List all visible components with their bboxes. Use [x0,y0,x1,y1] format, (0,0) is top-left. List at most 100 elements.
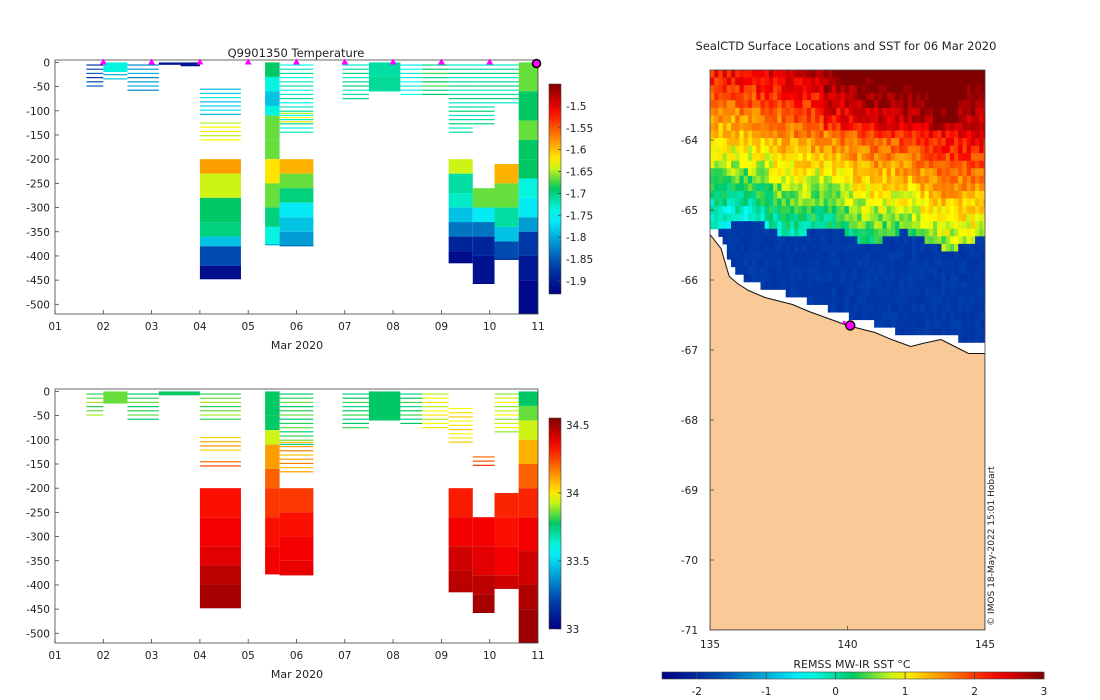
sst-cell [798,190,804,200]
sst-cell [890,198,896,207]
sst-cell [966,311,972,321]
y-tick-label: -150 [26,130,50,142]
sst-cell [932,311,938,321]
sst-cell [810,289,816,298]
sst-cell [903,274,909,283]
sst-cell [924,107,930,116]
sst-cell [731,251,736,260]
sst-cell [714,92,720,101]
sst-cell [844,221,850,230]
sst-cell [794,145,799,154]
sst-cell [975,228,980,237]
sst-cell [899,221,905,230]
sst-cell [844,259,850,268]
colorbar-tick-label: 34.5 [566,420,589,432]
sst-cell [945,122,951,132]
sst-cell [840,274,846,283]
sst-cell [941,198,947,207]
profile-17-line [448,102,473,104]
sst-cell [890,138,896,147]
sst-cell [777,77,783,86]
sst-cell [840,122,846,132]
sst-cell [958,190,964,200]
sst-cell [764,153,770,162]
sst-cell [739,198,745,207]
sst-cell [937,100,943,109]
sst-cell [865,130,871,139]
sst-cell [924,190,930,200]
sst-cell [785,92,791,101]
sst-cell [710,213,715,222]
profile-0-line [86,85,104,87]
profile-14-line [400,397,423,399]
sst-cell [878,289,884,298]
sst-cell [773,153,778,162]
sst-cell [903,259,909,268]
sst-cell [911,130,917,139]
sst-cell [773,228,778,237]
sst-cell [970,311,976,321]
sst-cell [827,107,833,116]
profile-15-line [422,427,449,429]
sst-cell [735,100,741,109]
sst-cell [966,259,972,268]
profile-11-cell [279,560,314,576]
sst-cell [806,100,812,109]
profile-9-cell [265,207,280,227]
sst-cell [773,85,778,94]
sst-cell [924,304,930,313]
sst-cell [785,236,791,245]
sst-cell [802,198,808,207]
sst-cell [806,130,812,139]
sst-cell [722,107,728,116]
sst-cell [920,319,926,328]
sst-cell [878,168,884,177]
sst-cell [903,289,909,298]
sst-cell [710,77,715,86]
sst-cell [743,115,749,124]
sst-cell [941,85,947,94]
colorbar-tick-label: 0 [832,686,839,698]
sst-cell [794,122,799,132]
sst-cell [979,236,985,245]
sst-cell [958,130,964,139]
sst-cell [848,122,854,132]
sst-cell [735,145,741,154]
sst-cell [815,107,820,116]
sst-cell [756,92,762,101]
sst-cell [806,153,812,162]
sst-cell [789,107,795,116]
sst-cell [810,70,816,79]
sst-cell [945,85,951,94]
sst-cell [886,138,892,147]
sst-cell [861,221,867,230]
sst-cell [823,190,829,200]
sst-cell [865,153,871,162]
sst-cell [970,130,976,139]
sst-cell [798,221,804,230]
sst-cell [975,100,980,109]
sst-cell [853,122,858,132]
x-tick-label: 03 [145,321,158,333]
sst-cell [954,70,959,79]
sst-cell [937,92,943,101]
sst-cell [743,168,749,177]
profile-9-cell [265,115,280,140]
sst-cell [962,153,968,162]
sst-cell [836,153,842,162]
sst-cell [857,145,863,154]
sst-cell [861,251,867,260]
sst-cell [773,236,778,245]
sst-cell [743,122,749,132]
sst-cell [743,85,749,94]
sst-cell [760,251,766,260]
sst-cell [853,92,858,101]
sst-cell [756,213,762,222]
sst-cell [714,221,720,230]
sst-cell [764,138,770,147]
profile-17-line [448,77,473,79]
sst-cell [781,213,787,222]
sst-cell [895,160,900,169]
sst-cell [949,236,955,245]
sst-cell [735,198,741,207]
